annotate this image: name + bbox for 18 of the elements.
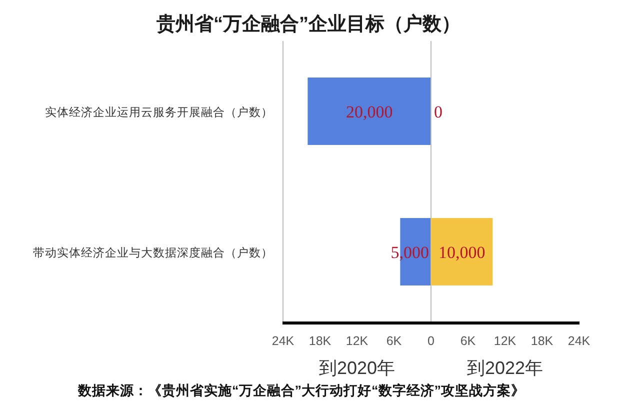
data-label: 0: [434, 102, 442, 122]
x-tick-label: 12K: [346, 334, 369, 348]
x-axis-title: 到2020年: [318, 358, 396, 378]
source-note: 数据来源：《贵州省实施“万企融合”大行动打好“数字经济”攻坚战方案》: [77, 382, 525, 398]
chart-title: 贵州省“万企融合”企业目标（户数）: [156, 13, 460, 35]
x-tick-label: 18K: [530, 334, 554, 348]
x-axis-title: 到2022年: [466, 358, 544, 378]
x-tick-label: 6K: [386, 334, 402, 348]
y-tick-label: 实体经济企业运用云服务开展融合（户数）: [45, 104, 273, 119]
x-tick-label: 0: [428, 334, 435, 348]
x-tick-label: 12K: [494, 334, 517, 348]
x-tick-label: 6K: [460, 334, 476, 348]
data-label: 10,000: [438, 242, 486, 262]
x-tick-label: 18K: [308, 334, 332, 348]
y-tick-label: 带动实体经济企业与大数据深度融合（户数）: [33, 245, 273, 260]
x-tick-label: 24K: [272, 334, 295, 348]
x-tick-label: 24K: [568, 334, 591, 348]
data-label: 20,000: [346, 102, 393, 122]
